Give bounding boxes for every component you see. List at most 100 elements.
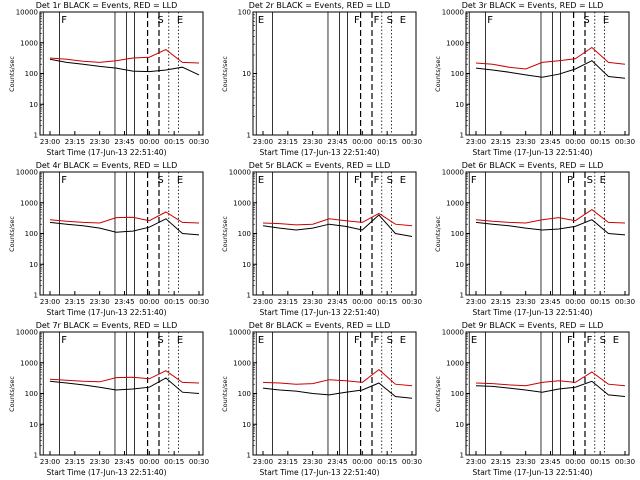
x-tick-label: 00:15 — [590, 458, 610, 466]
plot-svg: 1 10 100 1000 10000 23:00 23:15 23:30 23:45 00:00… — [16, 169, 209, 307]
x-tick-label: 23:15 — [491, 298, 511, 306]
time-marker-letter: S — [587, 175, 593, 186]
lightcurve-series-line — [475, 60, 626, 79]
time-marker-letter: S — [600, 335, 606, 346]
y-tick-label: 100 — [451, 230, 464, 238]
y-tick-label: 10 — [29, 101, 38, 109]
x-tick-label: 23:15 — [278, 298, 298, 306]
x-tick-label: 00:30 — [189, 138, 209, 146]
x-tick-label: 23:45 — [114, 138, 134, 146]
x-tick-label: 23:45 — [327, 298, 347, 306]
y-tick-label: 10000 — [442, 169, 464, 177]
x-tick-label: 23:00 — [466, 298, 486, 306]
lightcurve-series-line — [49, 370, 200, 384]
y-tick-label: 100 — [238, 230, 251, 238]
x-tick-label: 23:30 — [90, 298, 110, 306]
x-tick-label: 23:00 — [253, 298, 273, 306]
x-axis-label: Start Time (17-Jun-13 22:51:40) — [46, 308, 167, 317]
x-tick-label: 23:45 — [327, 458, 347, 466]
time-marker-letter: P — [567, 175, 573, 186]
x-tick-label: 23:45 — [114, 458, 134, 466]
time-marker-letter: S — [387, 15, 393, 26]
y-tick-label: 10 — [455, 421, 464, 429]
detector-panel: Det 6r BLACK = Events, RED = LLD Start Ti… — [426, 160, 639, 320]
lightcurve-series-line — [262, 368, 413, 387]
panel-title: Det 1r BLACK = Events, RED = LLD — [35, 1, 178, 10]
time-marker-letter: F — [567, 335, 573, 346]
y-tick-label: 10000 — [442, 9, 464, 17]
x-tick-label: 00:00 — [352, 138, 372, 146]
x-axis-label: Start Time (17-Jun-13 22:51:40) — [472, 308, 593, 317]
x-tick-label: 23:15 — [65, 298, 85, 306]
x-tick-label: 23:00 — [40, 298, 60, 306]
y-tick-label: 1 — [247, 452, 251, 460]
x-tick-label: 23:15 — [65, 458, 85, 466]
x-tick-label: 00:30 — [615, 138, 635, 146]
plot-svg: 1 10 100 23:00 23:15 23:30 23:45 00:00 00:15 00:3… — [238, 9, 422, 147]
y-tick-label: 1000 — [446, 199, 464, 207]
y-tick-label: 1 — [247, 292, 251, 300]
x-tick-label: 00:00 — [352, 458, 372, 466]
plot-svg: 1 10 100 1000 10000 23:00 23:15 23:30 23:45 00:00… — [442, 169, 635, 307]
detector-panel: Det 3r BLACK = Events, RED = LLD Start Ti… — [426, 0, 639, 160]
time-marker-letter: E — [177, 15, 183, 26]
x-tick-label: 00:15 — [164, 298, 184, 306]
time-marker-letter: E — [258, 175, 264, 186]
x-tick-label: 00:30 — [402, 298, 422, 306]
plot-svg: 1 10 100 1000 10000 23:00 23:15 23:30 23:45 00:00… — [442, 329, 635, 467]
y-tick-label: 10 — [242, 261, 251, 269]
lightcurve-series-line — [49, 49, 200, 64]
x-tick-label: 00:00 — [139, 138, 159, 146]
y-tick-label: 10000 — [442, 329, 464, 337]
lightcurve-series-line — [475, 371, 626, 387]
plot-svg: 1 10 100 1000 10000 23:00 23:15 23:30 23:45 00:00… — [16, 9, 209, 147]
x-tick-label: 23:30 — [90, 458, 110, 466]
y-tick-label: 10000 — [16, 169, 38, 177]
time-marker-letter: S — [387, 175, 393, 186]
time-marker-letter: F — [471, 175, 477, 186]
time-marker-letter: E — [400, 175, 406, 186]
detector-panel: Det 8r BLACK = Events, RED = LLD Start Ti… — [213, 320, 426, 480]
x-tick-label: 23:15 — [278, 138, 298, 146]
y-tick-label: 1000 — [446, 359, 464, 367]
x-tick-label: 00:30 — [189, 298, 209, 306]
time-marker-letter: E — [613, 335, 619, 346]
x-tick-label: 00:30 — [189, 458, 209, 466]
time-marker-letter: S — [583, 15, 589, 26]
y-tick-label: 1000 — [20, 39, 38, 47]
x-tick-label: 23:00 — [40, 458, 60, 466]
x-tick-label: 00:15 — [590, 298, 610, 306]
lightcurve-series-line — [475, 380, 626, 397]
detector-panel: Det 7r BLACK = Events, RED = LLD Start Ti… — [0, 320, 213, 480]
y-tick-label: 100 — [238, 390, 251, 398]
x-axis-label: Start Time (17-Jun-13 22:51:40) — [46, 468, 167, 477]
time-marker-letter: E — [177, 335, 183, 346]
time-marker-letter: E — [258, 15, 264, 26]
y-tick-label: 100 — [451, 70, 464, 78]
time-marker-letter: F — [61, 15, 67, 26]
detector-panel: Det 4r BLACK = Events, RED = LLD Start Ti… — [0, 160, 213, 320]
x-tick-label: 00:00 — [139, 298, 159, 306]
lightcurve-series-line — [49, 377, 200, 394]
x-tick-label: 23:45 — [540, 298, 560, 306]
time-marker-letter: E — [400, 335, 406, 346]
time-marker-letter: F — [374, 175, 380, 186]
x-tick-label: 00:15 — [590, 138, 610, 146]
time-marker-letter: F — [354, 15, 360, 26]
x-tick-label: 00:30 — [615, 298, 635, 306]
x-tick-label: 23:15 — [491, 458, 511, 466]
y-tick-label: 1 — [34, 292, 38, 300]
x-tick-label: 23:45 — [114, 298, 134, 306]
detector-panel: Det 2r BLACK = Events, RED = LLD Start Ti… — [213, 0, 426, 160]
y-tick-label: 10000 — [16, 329, 38, 337]
plot-svg: 1 10 100 1000 10000 23:00 23:15 23:30 23:45 00:00… — [16, 329, 209, 467]
time-marker-letter: F — [354, 335, 360, 346]
lightcurve-series-line — [49, 58, 200, 76]
plot-svg: 1 10 100 1000 10000 23:00 23:15 23:30 23:45 00:00… — [442, 9, 635, 147]
x-tick-label: 00:30 — [402, 138, 422, 146]
x-tick-label: 00:00 — [565, 458, 585, 466]
time-marker-letter: E — [600, 175, 606, 186]
x-tick-label: 00:00 — [352, 298, 372, 306]
time-marker-letter: S — [157, 175, 163, 186]
time-marker-letter: S — [387, 335, 393, 346]
